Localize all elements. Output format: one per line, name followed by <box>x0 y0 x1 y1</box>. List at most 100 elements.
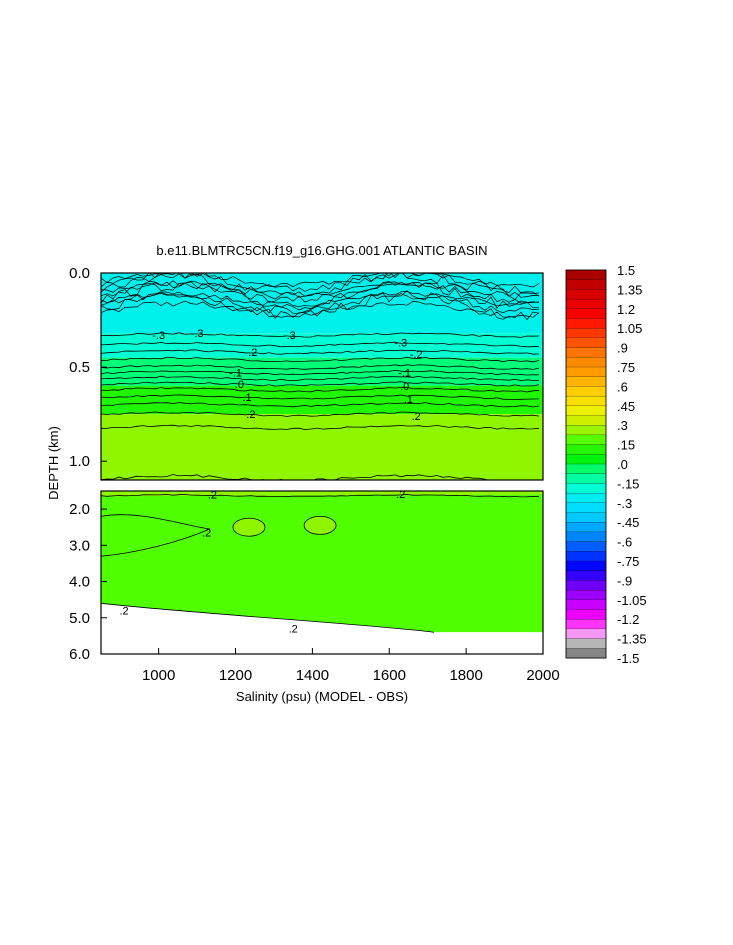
colorbar-segment <box>565 541 607 552</box>
field-band <box>101 414 543 480</box>
colorbar-segment <box>565 405 607 416</box>
colorbar-label: .6 <box>617 379 628 394</box>
contour-line <box>101 291 540 321</box>
contour-line <box>101 364 540 370</box>
upper-panel-field <box>101 273 543 480</box>
colorbar-label: -1.35 <box>617 632 647 647</box>
colorbar-segment <box>565 269 607 281</box>
colorbar-label: .45 <box>617 399 635 414</box>
colorbar-segment <box>565 298 607 310</box>
contour-line <box>101 424 540 431</box>
contour-line <box>101 281 540 311</box>
y-axis-label: DEPTH (km) <box>46 426 61 500</box>
colorbar-frame <box>565 269 607 659</box>
colorbar-segment <box>565 492 607 504</box>
contour-line <box>101 280 540 298</box>
contour-label: .2 <box>412 411 421 423</box>
colorbar-label: -.9 <box>617 573 632 588</box>
contour-label: -.1 <box>229 368 242 380</box>
colorbar-segment <box>565 531 607 543</box>
colorbar-segment <box>565 357 607 368</box>
contour-label: -.1 <box>398 368 411 380</box>
colorbar-segment <box>565 434 607 446</box>
colorbar-segment <box>565 289 607 300</box>
colorbar-label: -.75 <box>617 554 639 569</box>
contour-line <box>101 474 535 480</box>
contour-label: .2 <box>289 624 298 636</box>
colorbar-segment <box>565 463 607 475</box>
colorbar-segment <box>565 599 607 610</box>
colorbar-segment <box>565 425 607 436</box>
colorbar-segment <box>565 551 607 562</box>
contour-label: .2 <box>202 528 211 540</box>
colorbar-segment <box>565 318 607 329</box>
colorbar-segment <box>565 648 607 659</box>
upper-panel-frame <box>100 272 544 481</box>
colorbar-label: .0 <box>617 457 628 472</box>
colorbar-segment <box>565 308 607 319</box>
upper-panel-contours <box>101 273 540 480</box>
colorbar-segment <box>565 386 607 397</box>
x-tick-label: 1000 <box>142 667 175 684</box>
contour-line <box>101 273 540 288</box>
contour-closed <box>303 516 337 535</box>
colorbar-segment <box>565 415 607 426</box>
contour-line <box>101 394 540 400</box>
y-tick-label: 3.0 <box>69 537 90 554</box>
colorbar-label: -1.2 <box>617 612 639 627</box>
field-band <box>101 494 543 633</box>
contour-label: .2 <box>208 490 217 502</box>
lower-panel <box>100 490 544 655</box>
upper-panel <box>100 272 544 481</box>
colorbar-label: -.45 <box>617 515 639 530</box>
contour-line <box>101 273 540 301</box>
colorbar-segment <box>565 483 607 494</box>
chart-title: b.e11.BLMTRC5CN.f19_g16.GHG.001 ATLANTIC… <box>156 243 487 258</box>
contour-label: -.2 <box>244 347 257 359</box>
colorbar-segment <box>565 376 607 387</box>
contour-line <box>101 381 540 387</box>
axes: 1000 1200 1400 1600 1800 2000 0.0 0.5 1.0 2.0 3.0 4… <box>69 265 560 684</box>
contour-line <box>101 332 540 338</box>
colorbar-segment <box>565 347 607 358</box>
x-tick-label: 1600 <box>373 667 406 684</box>
contour-label: .1 <box>242 392 251 404</box>
contour-line <box>101 273 540 295</box>
y-tick-label: 2.0 <box>69 501 90 518</box>
contour-label: -.3 <box>191 328 204 340</box>
contour-line <box>101 369 539 376</box>
x-tick-label: 1400 <box>296 667 329 684</box>
colorbar-segment <box>565 589 607 601</box>
colorbar-segment <box>565 366 607 378</box>
contour-labels: -.3 -.3 -.3-.3-.2 -.2-.1 -.1.0.0.1.1.2.2.2.2… <box>119 328 422 635</box>
colorbar-segment <box>565 444 607 455</box>
colorbar-label: -.15 <box>617 476 639 491</box>
colorbar-label: .75 <box>617 360 635 375</box>
colorbar-label: -1.05 <box>617 593 647 608</box>
colorbar-segment <box>565 454 607 465</box>
colorbar-label: -.3 <box>617 496 632 511</box>
contour-label: .0 <box>400 381 409 393</box>
contour-line <box>101 602 435 633</box>
colorbar-segment <box>565 512 607 523</box>
contour-label: -.3 <box>283 330 296 342</box>
contour-label: .0 <box>235 379 244 391</box>
contour-line <box>101 514 211 557</box>
colorbar-label: 1.5 <box>617 263 635 278</box>
contour-line <box>101 290 540 314</box>
contour-label: .2 <box>119 606 128 618</box>
contour-line <box>101 291 540 308</box>
colorbar-segment <box>565 473 607 484</box>
colorbar-segment <box>565 628 607 640</box>
contour-line <box>101 349 540 355</box>
field-band <box>101 357 543 386</box>
colorbar-segment <box>565 337 607 349</box>
contour-line <box>101 386 540 393</box>
colorbar-segment <box>565 609 607 620</box>
colorbar-segment <box>565 502 607 513</box>
colorbar-segment <box>565 580 607 591</box>
x-axis-label: Salinity (psu) (MODEL - OBS) <box>236 689 408 704</box>
y-tick-label: 0.5 <box>69 359 90 376</box>
contour-line <box>101 494 540 498</box>
